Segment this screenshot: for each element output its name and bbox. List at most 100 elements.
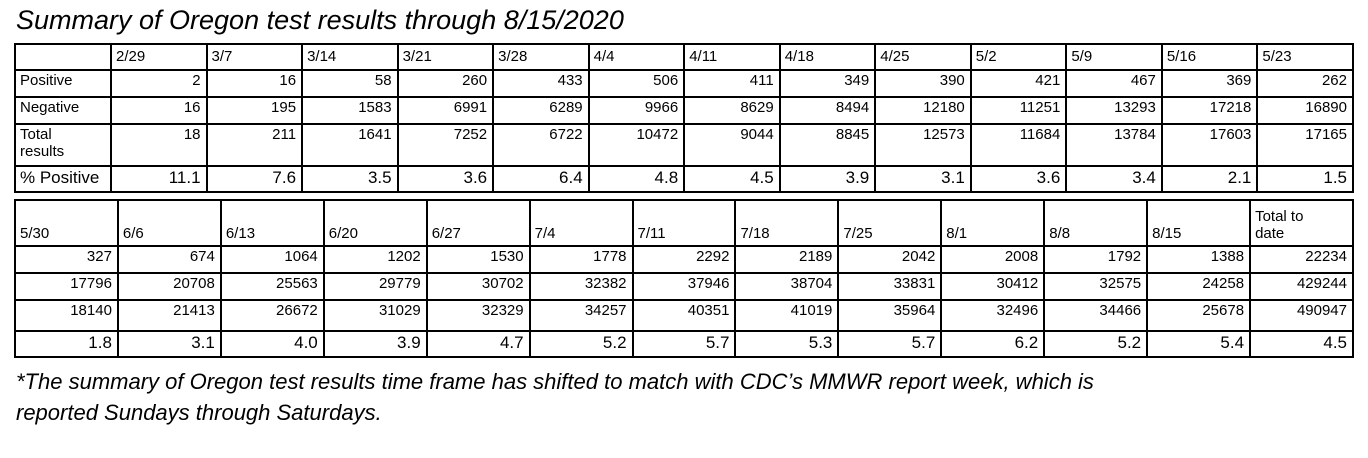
column-header: 4/4 xyxy=(587,43,686,71)
value-cell: 674 xyxy=(116,245,222,274)
results-table-early-weeks: 2/29 3/7 3/14 3/21 3/28 4/4 4/11 4/18 4/25 5/2 5/9… xyxy=(14,43,1354,193)
value-cell: 2 xyxy=(110,69,208,98)
value-cell: 8629 xyxy=(683,96,781,125)
value-cell: 18 xyxy=(110,123,208,167)
value-cell: 16890 xyxy=(1256,96,1354,125)
value-cell: 4.0 xyxy=(219,330,325,358)
value-cell: 6289 xyxy=(492,96,590,125)
value-cell: 1583 xyxy=(301,96,399,125)
value-cell: 32382 xyxy=(528,272,634,301)
value-cell: 1530 xyxy=(425,245,531,274)
column-header-label: 4/25 xyxy=(880,48,910,65)
value-cell: 11251 xyxy=(969,96,1068,125)
value-cell: 17796 xyxy=(14,272,119,301)
column-header: 3/14 xyxy=(301,43,399,71)
value-cell: 8845 xyxy=(778,123,877,167)
value-cell: 32496 xyxy=(940,299,1046,332)
value-cell: 3.1 xyxy=(874,165,972,193)
row-total-results: 18140 21413 26672 31029 32329 34257 40351 41019… xyxy=(14,299,1354,332)
value-cell: 17218 xyxy=(1160,96,1259,125)
column-header-label: 4/11 xyxy=(689,48,718,65)
value-cell: 7252 xyxy=(396,123,495,167)
value-cell: 429244 xyxy=(1249,272,1354,301)
value-cell: 3.9 xyxy=(322,330,428,358)
value-cell: 369 xyxy=(1160,69,1259,98)
corner-cell xyxy=(14,43,112,71)
value-cell: 1202 xyxy=(322,245,428,274)
value-cell: 21413 xyxy=(116,299,222,332)
column-header: 4/25 xyxy=(874,43,972,71)
row-positive: Positive 2 16 58 260 433 506 411 349 390 421 467 369… xyxy=(14,69,1354,98)
column-header: 6/13 xyxy=(219,199,325,247)
value-cell: 24258 xyxy=(1146,272,1252,301)
value-cell: 506 xyxy=(587,69,686,98)
results-table-late-weeks: 5/30 6/6 6/13 6/20 6/27 7/4 7/11 7/18 7/25 8/1 8/8… xyxy=(14,199,1354,358)
value-cell: 3.4 xyxy=(1065,165,1163,193)
value-cell: 40351 xyxy=(631,299,737,332)
value-cell: 20708 xyxy=(116,272,222,301)
value-cell: 349 xyxy=(778,69,877,98)
column-header-label: Total to date xyxy=(1255,208,1304,242)
column-header: 2/29 xyxy=(110,43,208,71)
value-cell: 211 xyxy=(205,123,304,167)
column-header-label: 7/4 xyxy=(534,225,556,242)
row-label-text: Positive xyxy=(20,72,73,89)
value-cell: 6722 xyxy=(492,123,590,167)
value-cell: 6.4 xyxy=(492,165,590,193)
column-header: 5/16 xyxy=(1160,43,1259,71)
footnote: *The summary of Oregon test results time… xyxy=(14,366,1354,428)
row-positive: 327 674 1064 1202 1530 1778 2292 2189 2042 2008 17… xyxy=(14,245,1354,274)
value-cell: 33831 xyxy=(837,272,943,301)
row-label-text: % Positive xyxy=(20,168,100,187)
row-label: Positive xyxy=(14,69,112,98)
value-cell: 411 xyxy=(683,69,781,98)
row-label: Total results xyxy=(14,123,112,167)
column-header-label: 6/20 xyxy=(328,225,358,242)
column-header-label: 6/13 xyxy=(225,225,256,242)
column-header-label: 8/8 xyxy=(1049,225,1071,242)
row-negative: Negative 16 195 1583 6991 6289 9966 8629 8494 121… xyxy=(14,96,1354,125)
value-cell: 8494 xyxy=(778,96,877,125)
value-cell: 1388 xyxy=(1146,245,1252,274)
row-negative: 17796 20708 25563 29779 30702 32382 37946 38704… xyxy=(14,272,1354,301)
value-cell: 32575 xyxy=(1043,272,1149,301)
row-label-text: Negative xyxy=(20,99,80,116)
column-header: 4/18 xyxy=(778,43,877,71)
column-header-label: 2/29 xyxy=(116,48,146,65)
value-cell: 38704 xyxy=(734,272,840,301)
value-cell: 41019 xyxy=(734,299,840,332)
value-cell: 260 xyxy=(396,69,495,98)
value-cell: 4.8 xyxy=(587,165,686,193)
column-header: 3/21 xyxy=(396,43,495,71)
value-cell: 17603 xyxy=(1160,123,1259,167)
value-cell: 32329 xyxy=(425,299,531,332)
column-header-label: 4/4 xyxy=(593,48,615,65)
column-header: 7/4 xyxy=(528,199,634,247)
value-cell: 11684 xyxy=(969,123,1068,167)
column-header-label: 5/2 xyxy=(975,48,997,65)
value-cell: 4.7 xyxy=(425,330,531,358)
column-header-label: 3/7 xyxy=(211,48,233,65)
value-cell: 11.1 xyxy=(110,165,208,193)
column-header: 7/18 xyxy=(734,199,840,247)
footnote-line-1: *The summary of Oregon test results time… xyxy=(16,369,1094,394)
value-cell: 5.7 xyxy=(631,330,737,358)
column-header: 3/7 xyxy=(205,43,304,71)
value-cell: 31029 xyxy=(322,299,428,332)
value-cell: 1.8 xyxy=(14,330,119,358)
value-cell: 2008 xyxy=(940,245,1046,274)
value-cell: 195 xyxy=(205,96,304,125)
column-header-label: 5/9 xyxy=(1071,48,1093,65)
value-cell: 262 xyxy=(1256,69,1354,98)
row-label: % Positive xyxy=(14,165,112,193)
value-cell: 490947 xyxy=(1249,299,1354,332)
value-cell: 17165 xyxy=(1256,123,1354,167)
column-header: 5/30 xyxy=(14,199,119,247)
value-cell: 2292 xyxy=(631,245,737,274)
value-cell: 35964 xyxy=(837,299,943,332)
value-cell: 58 xyxy=(301,69,399,98)
value-cell: 25678 xyxy=(1146,299,1252,332)
value-cell: 421 xyxy=(969,69,1068,98)
value-cell: 10472 xyxy=(587,123,686,167)
value-cell: 390 xyxy=(874,69,972,98)
